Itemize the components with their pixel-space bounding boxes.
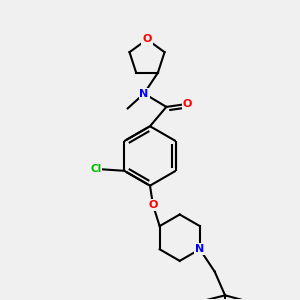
Text: O: O [182, 99, 192, 109]
Text: O: O [148, 200, 158, 210]
Text: Cl: Cl [90, 164, 102, 174]
Text: N: N [195, 244, 204, 254]
Text: O: O [142, 34, 152, 44]
Text: N: N [140, 88, 149, 98]
